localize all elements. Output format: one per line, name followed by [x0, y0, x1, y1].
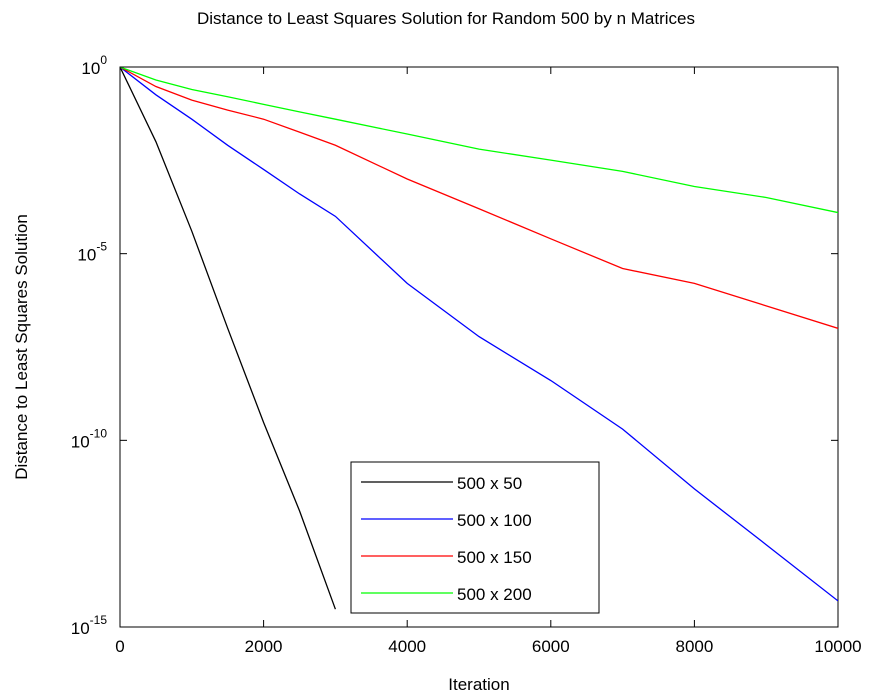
legend-label: 500 x 50 [457, 474, 522, 493]
x-tick-label: 2000 [245, 637, 283, 656]
x-tick-label: 0 [115, 637, 124, 656]
series-line [120, 67, 337, 610]
y-tick-label: 10-15 [71, 613, 108, 638]
x-tick-label: 4000 [388, 637, 426, 656]
tick-exponent: -10 [90, 426, 108, 440]
tick-exponent: -15 [90, 613, 108, 627]
lines [120, 67, 838, 610]
tick-exponent: -5 [96, 240, 107, 254]
tick-base: 10 [71, 432, 90, 451]
legend: 500 x 50 500 x 100 500 x 150 500 x 200 [350, 461, 600, 614]
y-axis-label: Distance to Least Squares Solution [12, 214, 31, 480]
tick-base: 10 [71, 619, 90, 638]
legend-label: 500 x 100 [457, 511, 532, 530]
series-line [120, 67, 838, 602]
tick-exponent: 0 [100, 53, 107, 67]
x-tick-label: 8000 [675, 637, 713, 656]
y-tick-label: 10-5 [77, 240, 107, 265]
tick-base: 10 [77, 246, 96, 265]
tick-base: 10 [81, 59, 100, 78]
series-line [120, 67, 838, 214]
y-tick-label: 100 [81, 53, 107, 78]
legend-label: 500 x 150 [457, 548, 532, 567]
legend-label: 500 x 200 [457, 585, 532, 604]
x-tick-label: 6000 [532, 637, 570, 656]
y-tick-label: 10-10 [71, 426, 108, 451]
x-tick-label: 10000 [814, 637, 861, 656]
series-line [120, 67, 838, 329]
legend-box [350, 461, 600, 614]
x-axis-label: Iteration [448, 675, 509, 694]
chart-title: Distance to Least Squares Solution for R… [197, 9, 695, 28]
